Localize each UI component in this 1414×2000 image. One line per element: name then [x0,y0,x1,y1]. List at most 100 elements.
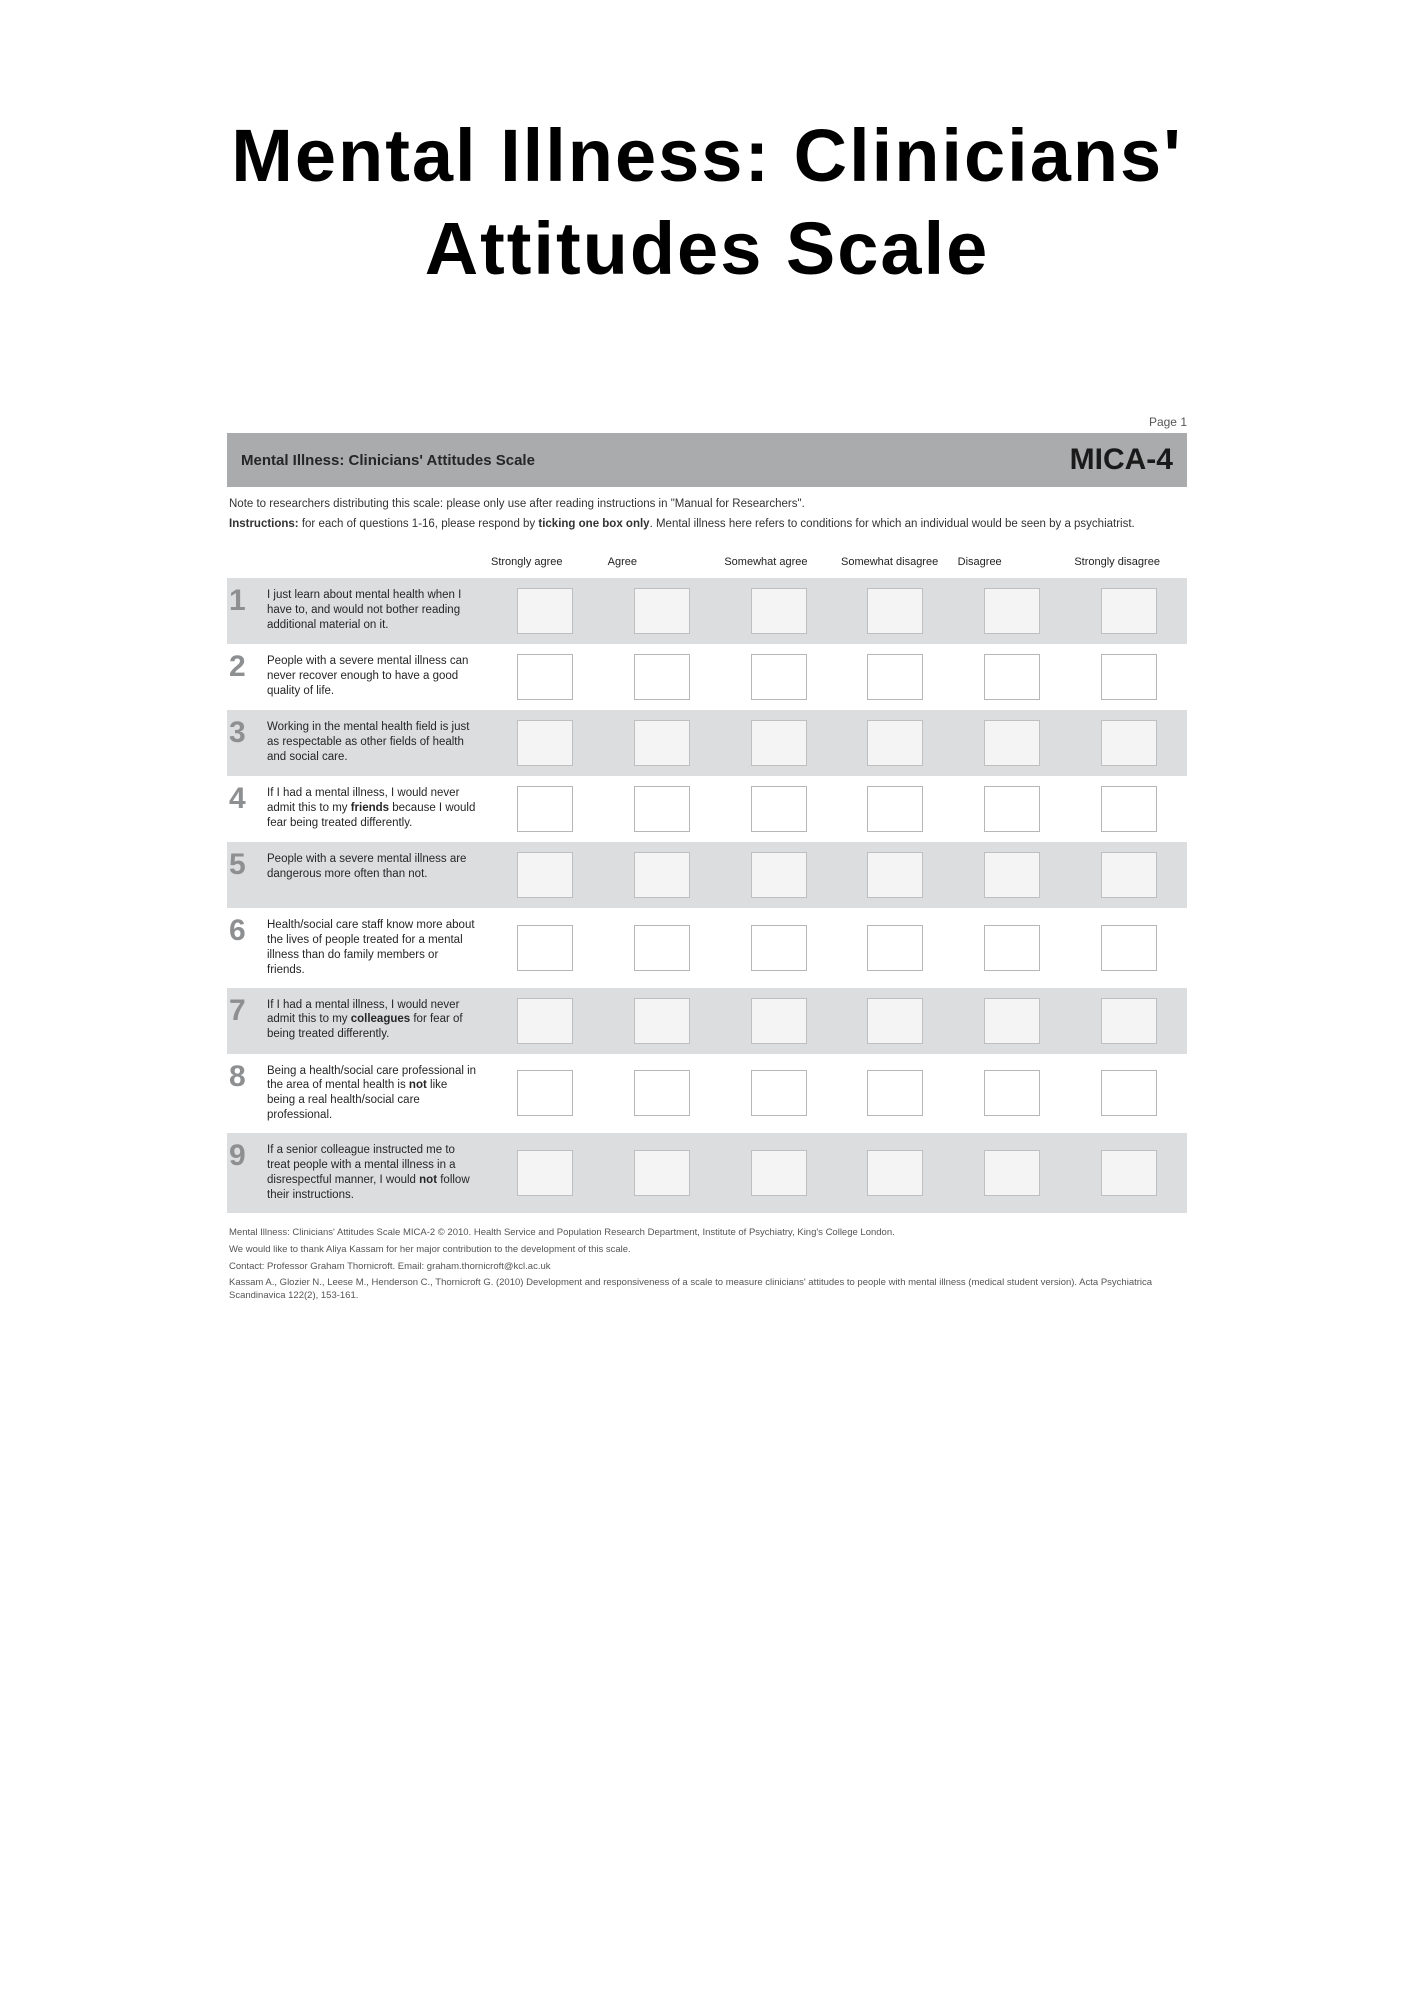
checkbox[interactable] [1101,998,1157,1044]
answer-cell[interactable] [720,644,837,710]
answer-cell[interactable] [837,1054,954,1134]
checkbox[interactable] [1101,720,1157,766]
checkbox[interactable] [517,925,573,971]
answer-cell[interactable] [837,908,954,988]
checkbox[interactable] [634,588,690,634]
checkbox[interactable] [1101,786,1157,832]
answer-cell[interactable] [837,776,954,842]
checkbox[interactable] [517,852,573,898]
answer-cell[interactable] [1070,988,1187,1054]
answer-cell[interactable] [1070,908,1187,988]
answer-cell[interactable] [604,1054,721,1134]
checkbox[interactable] [867,925,923,971]
answer-cell[interactable] [487,644,604,710]
checkbox[interactable] [634,654,690,700]
answer-cell[interactable] [487,908,604,988]
answer-cell[interactable] [954,644,1071,710]
checkbox[interactable] [984,1150,1040,1196]
answer-cell[interactable] [720,1133,837,1213]
answer-cell[interactable] [1070,710,1187,776]
checkbox[interactable] [984,654,1040,700]
answer-cell[interactable] [604,842,721,908]
answer-cell[interactable] [487,710,604,776]
answer-cell[interactable] [487,578,604,644]
checkbox[interactable] [634,925,690,971]
answer-cell[interactable] [604,988,721,1054]
answer-cell[interactable] [954,842,1071,908]
checkbox[interactable] [867,588,923,634]
checkbox[interactable] [517,1150,573,1196]
checkbox[interactable] [517,720,573,766]
answer-cell[interactable] [954,578,1071,644]
answer-cell[interactable] [1070,1054,1187,1134]
checkbox[interactable] [867,1150,923,1196]
answer-cell[interactable] [604,1133,721,1213]
checkbox[interactable] [867,852,923,898]
answer-cell[interactable] [1070,1133,1187,1213]
checkbox[interactable] [751,1150,807,1196]
checkbox[interactable] [867,654,923,700]
checkbox[interactable] [984,588,1040,634]
answer-cell[interactable] [720,1054,837,1134]
checkbox[interactable] [751,1070,807,1116]
answer-cell[interactable] [720,842,837,908]
answer-cell[interactable] [487,1133,604,1213]
answer-cell[interactable] [1070,644,1187,710]
checkbox[interactable] [751,852,807,898]
answer-cell[interactable] [487,842,604,908]
checkbox[interactable] [517,1070,573,1116]
answer-cell[interactable] [837,710,954,776]
checkbox[interactable] [867,720,923,766]
answer-cell[interactable] [954,988,1071,1054]
checkbox[interactable] [517,654,573,700]
answer-cell[interactable] [720,776,837,842]
checkbox[interactable] [984,1070,1040,1116]
checkbox[interactable] [751,998,807,1044]
checkbox[interactable] [984,852,1040,898]
answer-cell[interactable] [720,988,837,1054]
answer-cell[interactable] [1070,776,1187,842]
answer-cell[interactable] [487,1054,604,1134]
checkbox[interactable] [1101,654,1157,700]
answer-cell[interactable] [837,644,954,710]
answer-cell[interactable] [487,776,604,842]
checkbox[interactable] [634,1150,690,1196]
checkbox[interactable] [634,720,690,766]
checkbox[interactable] [1101,925,1157,971]
checkbox[interactable] [634,852,690,898]
checkbox[interactable] [984,786,1040,832]
answer-cell[interactable] [837,578,954,644]
answer-cell[interactable] [720,908,837,988]
answer-cell[interactable] [720,710,837,776]
checkbox[interactable] [751,786,807,832]
checkbox[interactable] [751,925,807,971]
checkbox[interactable] [751,720,807,766]
answer-cell[interactable] [604,644,721,710]
checkbox[interactable] [517,998,573,1044]
answer-cell[interactable] [604,776,721,842]
checkbox[interactable] [1101,588,1157,634]
answer-cell[interactable] [954,710,1071,776]
answer-cell[interactable] [720,578,837,644]
answer-cell[interactable] [487,988,604,1054]
checkbox[interactable] [1101,852,1157,898]
checkbox[interactable] [634,1070,690,1116]
checkbox[interactable] [751,654,807,700]
checkbox[interactable] [517,786,573,832]
answer-cell[interactable] [604,710,721,776]
answer-cell[interactable] [954,908,1071,988]
checkbox[interactable] [751,588,807,634]
checkbox[interactable] [517,588,573,634]
answer-cell[interactable] [604,908,721,988]
checkbox[interactable] [1101,1150,1157,1196]
answer-cell[interactable] [1070,578,1187,644]
answer-cell[interactable] [604,578,721,644]
checkbox[interactable] [984,720,1040,766]
answer-cell[interactable] [837,988,954,1054]
answer-cell[interactable] [1070,842,1187,908]
answer-cell[interactable] [954,1133,1071,1213]
answer-cell[interactable] [954,776,1071,842]
checkbox[interactable] [984,998,1040,1044]
checkbox[interactable] [867,786,923,832]
answer-cell[interactable] [837,842,954,908]
